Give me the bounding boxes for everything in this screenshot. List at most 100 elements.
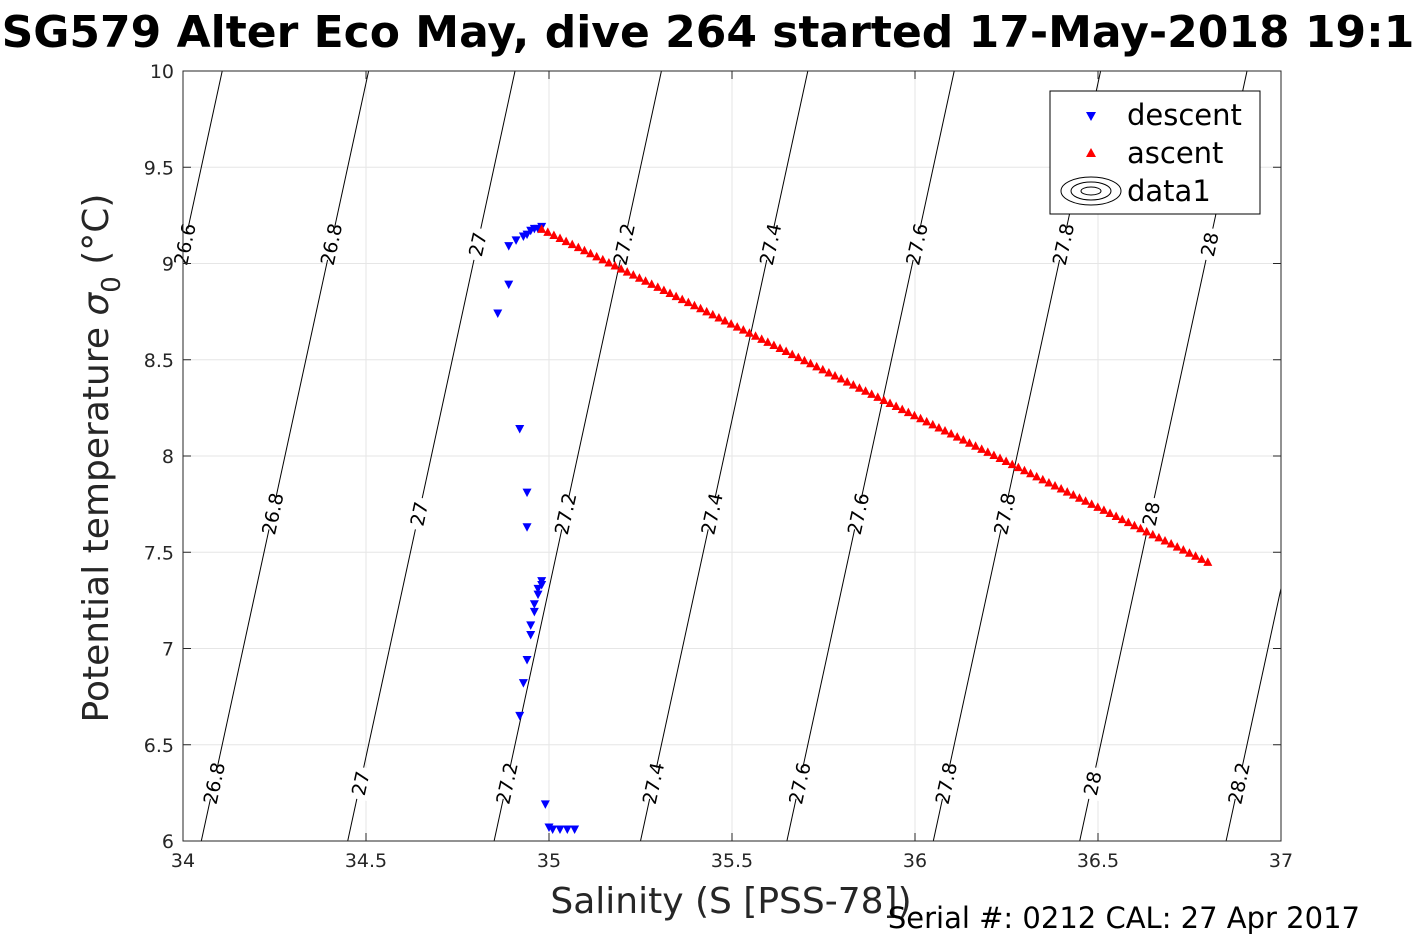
contour-label-bg <box>1134 495 1167 533</box>
ascent-point <box>1093 502 1103 511</box>
ascent-point <box>946 429 956 438</box>
descent-point <box>570 825 580 834</box>
ascent-point <box>940 425 950 435</box>
ascent-point <box>983 447 993 456</box>
ascent-point <box>903 407 913 417</box>
contour-label-bg <box>197 764 230 802</box>
ascent-point <box>1178 545 1188 554</box>
ascent-point <box>1026 468 1036 478</box>
ascent-point <box>934 422 944 432</box>
ascent-point <box>1032 471 1042 481</box>
ascent-point <box>824 367 834 377</box>
ascent-point <box>836 374 846 383</box>
ascent-point <box>1099 505 1109 514</box>
contour-label-28: 28 <box>1197 230 1224 258</box>
contour-label-28: 28 <box>1138 500 1165 528</box>
ascent-point <box>848 380 858 389</box>
ascent-point <box>1105 508 1115 517</box>
descent-point <box>522 656 532 665</box>
descent-point <box>529 607 539 617</box>
contour-label-27: 27 <box>406 500 433 528</box>
ascent-point <box>744 328 754 337</box>
ascent-point <box>1142 526 1152 536</box>
descent-point <box>526 631 536 640</box>
legend-box <box>1049 90 1261 215</box>
contour-label-bg <box>549 495 582 533</box>
ascent-point <box>916 413 926 423</box>
descent-point <box>518 679 528 688</box>
descent-point <box>511 236 521 245</box>
descent-point <box>540 800 550 809</box>
ascent-point <box>977 444 987 453</box>
ascent-point <box>1019 465 1029 475</box>
isopycnal-27.4 <box>640 70 809 842</box>
contour-label-bg <box>314 225 348 263</box>
contour-label-bg <box>695 495 728 533</box>
ascent-point <box>592 251 602 261</box>
contour-label-bg <box>754 225 787 263</box>
contour-label-bg <box>461 225 494 263</box>
legend-ascent-marker <box>1086 148 1096 157</box>
legend: descent ascent data1 <box>1049 90 1261 215</box>
tick-labels: 34 34.5 35 35.5 36 36.5 37 6 6.5 7 7.5 8 8.5 9 9.5 10 <box>144 61 1293 872</box>
serial-calibration-info: Serial #: 0212 CAL: 27 Apr 2017 <box>888 901 1360 935</box>
ascent-point <box>989 450 999 459</box>
ascent-point <box>573 242 583 252</box>
ascent-point <box>665 288 675 298</box>
y-tick-label: 7 <box>162 639 174 661</box>
descent-point <box>526 621 536 630</box>
ascent-point <box>1191 551 1201 560</box>
contour-label-bg <box>1193 225 1226 263</box>
ascent-point <box>1184 548 1194 557</box>
ascent-point <box>867 389 877 398</box>
contour-label-bg <box>900 225 933 263</box>
ascent-point <box>964 438 974 447</box>
descent-point <box>522 523 532 532</box>
ascent-point <box>1148 529 1158 539</box>
ascent-point <box>769 340 779 349</box>
y-tick-label: 6.5 <box>144 735 174 757</box>
x-tick-label: 36.5 <box>1077 850 1119 872</box>
ascent-point <box>634 273 644 282</box>
x-tick-label: 35.5 <box>711 850 753 872</box>
ascent-point <box>1087 499 1097 508</box>
ascent-point <box>995 453 1005 462</box>
ascent-point <box>1074 493 1084 502</box>
descent-point <box>504 242 514 251</box>
y-tick-label: 9.5 <box>144 157 174 179</box>
ascent-point <box>861 386 871 395</box>
ascent-point <box>555 233 565 243</box>
ascent-point <box>1001 456 1011 466</box>
ascent-point <box>842 377 852 386</box>
ascent-point <box>1111 511 1121 521</box>
y-tick-label: 8.5 <box>144 350 174 372</box>
ascent-point <box>696 303 706 313</box>
ascent-point <box>1081 496 1091 505</box>
series-ascent <box>537 224 1213 566</box>
ascent-point <box>579 245 589 255</box>
ascent-point <box>647 279 657 288</box>
x-tick-label: 37 <box>1269 850 1293 872</box>
ascent-point <box>1172 542 1182 551</box>
legend-descent-label: descent <box>1127 98 1242 132</box>
ascent-point <box>854 383 864 392</box>
ascent-point <box>628 270 638 279</box>
isopycnal-27 <box>347 70 516 842</box>
ascent-point <box>1117 514 1127 524</box>
ascent-point <box>812 361 822 371</box>
contour-label-bg <box>1046 225 1080 263</box>
ascent-point <box>1154 532 1164 542</box>
contour-label-28: 28 <box>1080 769 1107 797</box>
descent-point <box>493 309 503 319</box>
contour-label-bg <box>344 764 377 802</box>
legend-contour-icon <box>1060 176 1122 206</box>
descent-point <box>537 577 547 586</box>
ascent-point <box>775 343 785 353</box>
ascent-point <box>1062 487 1072 496</box>
descent-point <box>522 488 532 498</box>
ascent-point <box>781 346 791 356</box>
ascent-point <box>806 358 816 368</box>
descent-point <box>504 280 514 290</box>
y-tick-label: 7.5 <box>144 542 174 564</box>
